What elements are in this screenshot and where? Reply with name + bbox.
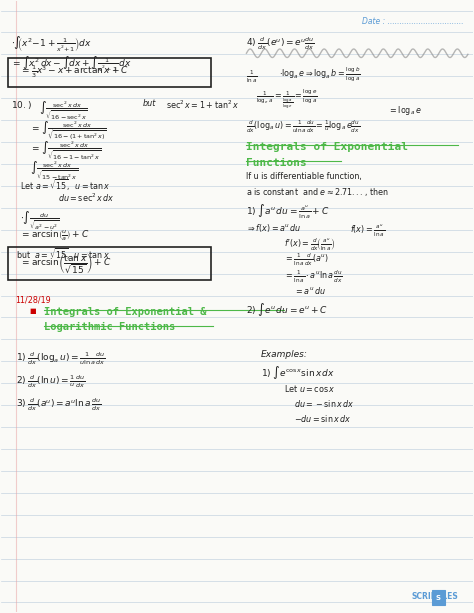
Text: $= \arcsin\!\left(\dfrac{\tan x}{\sqrt{15}}\right) + C$: $= \arcsin\!\left(\dfrac{\tan x}{\sqrt{1… xyxy=(20,252,112,275)
Text: $= a^u\,du$: $= a^u\,du$ xyxy=(293,285,326,296)
Text: $= \int\frac{\sec^2 x\,dx}{\sqrt{16-1-\tan^2 x}}$: $= \int\frac{\sec^2 x\,dx}{\sqrt{16-1-\t… xyxy=(30,139,101,162)
Text: $1)\;\int e^{\cos x}\sin x\,dx$: $1)\;\int e^{\cos x}\sin x\,dx$ xyxy=(261,365,335,381)
Text: $f'(x) = \frac{d}{dx}\!\left(\frac{a^u}{\ln a}\right)$: $f'(x) = \frac{d}{dx}\!\left(\frac{a^u}{… xyxy=(284,237,336,253)
Text: but: but xyxy=(143,99,156,108)
Text: $\frac{1}{\log_e a} = \frac{1}{\frac{\log a}{\log e}} = \frac{\log e}{\log a}$: $\frac{1}{\log_e a} = \frac{1}{\frac{\lo… xyxy=(256,88,318,112)
Text: $= \int\frac{\sec^2 x\,dx}{\sqrt{16-(1+\tan^2 x)}}$: $= \int\frac{\sec^2 x\,dx}{\sqrt{16-(1+\… xyxy=(30,118,106,142)
Text: a is constant  and $e \approx 2.71...$, then: a is constant and $e \approx 2.71...$, t… xyxy=(246,186,389,197)
Text: $2)\;\int e^u\,du = e^u + C$: $2)\;\int e^u\,du = e^u + C$ xyxy=(246,302,328,319)
Text: 11/28/19: 11/28/19 xyxy=(16,295,51,305)
Text: Let $a = \sqrt{15}$,  $u = \tan x$: Let $a = \sqrt{15}$, $u = \tan x$ xyxy=(20,177,111,192)
Text: $\cdot \log_a e \Rightarrow \log_a b = \frac{\log b}{\log a}$: $\cdot \log_a e \Rightarrow \log_a b = \… xyxy=(279,66,361,84)
Text: $1)\;\int a^u\,du = \frac{a^u}{\ln a} + C$: $1)\;\int a^u\,du = \frac{a^u}{\ln a} + … xyxy=(246,203,330,221)
Text: $du = -\sin x\,dx$: $du = -\sin x\,dx$ xyxy=(293,398,354,409)
Text: $= \frac{1}{\ln a}\frac{d}{dx}(a^u)$: $= \frac{1}{\ln a}\frac{d}{dx}(a^u)$ xyxy=(284,251,329,268)
Text: $\int\frac{\sec^2 x\,dx}{\sqrt{16-\sec^2 x}}$: $\int\frac{\sec^2 x\,dx}{\sqrt{16-\sec^2… xyxy=(39,99,88,122)
Text: Date : ................................: Date : ................................ xyxy=(362,17,463,26)
Text: If u is differentiable function,: If u is differentiable function, xyxy=(246,172,362,181)
Text: $= \int x^2\,dx - \int dx + \int \frac{1}{x^2+1}\,dx$: $= \int x^2\,dx - \int dx + \int \frac{1… xyxy=(11,55,132,74)
Text: Examples:: Examples: xyxy=(261,351,308,359)
Text: Integrals of Exponential: Integrals of Exponential xyxy=(246,142,409,152)
Text: SCRIBBLES: SCRIBBLES xyxy=(412,592,458,601)
Text: Integrals of Exponential &: Integrals of Exponential & xyxy=(44,306,206,316)
Text: $\cdot \int\frac{du}{\sqrt{a^2-u^2}}$: $\cdot \int\frac{du}{\sqrt{a^2-u^2}}$ xyxy=(20,209,60,232)
Text: $f(x) = \frac{a^u}{\ln a}$: $f(x) = \frac{a^u}{\ln a}$ xyxy=(350,223,385,238)
Text: $\frac{1}{\ln a}$: $\frac{1}{\ln a}$ xyxy=(246,69,258,85)
Text: $4)\;\frac{d}{dx}(e^u) = e^u\frac{du}{dx}$: $4)\;\frac{d}{dx}(e^u) = e^u\frac{du}{dx… xyxy=(246,35,315,51)
Text: Let $u = \cos x$: Let $u = \cos x$ xyxy=(284,383,336,394)
Text: $\int\frac{\sec^2 x\,dx}{\sqrt{15-\tan^2 x}}$: $\int\frac{\sec^2 x\,dx}{\sqrt{15-\tan^2… xyxy=(30,159,78,182)
Text: $10.)$: $10.)$ xyxy=(11,99,32,111)
Text: $= \arcsin\!\left(\frac{u}{a}\right) + C$: $= \arcsin\!\left(\frac{u}{a}\right) + C… xyxy=(20,229,90,242)
Text: $\cdot \int\!\!\left(x^2\!-\!1+\frac{1}{x^2\!+\!1}\right)dx$: $\cdot \int\!\!\left(x^2\!-\!1+\frac{1}{… xyxy=(11,35,91,54)
Text: Functions: Functions xyxy=(246,158,307,167)
Text: $= \frac{1}{\ln a}\cdot a^u \ln a\,\frac{du}{dx}$: $= \frac{1}{\ln a}\cdot a^u \ln a\,\frac… xyxy=(284,268,343,285)
Text: $\Rightarrow f(x) = a^u\,du$: $\Rightarrow f(x) = a^u\,du$ xyxy=(246,223,302,234)
Text: $2)\;\frac{d}{dx}(\ln u) = \frac{1}{u}\frac{du}{dx}$: $2)\;\frac{d}{dx}(\ln u) = \frac{1}{u}\f… xyxy=(16,374,85,390)
Text: but  $a = \sqrt{15}$,  $u = \tan x$: but $a = \sqrt{15}$, $u = \tan x$ xyxy=(16,246,109,262)
Text: $3)\;\frac{d}{dx}(a^u) = a^u \ln a\,\frac{du}{dx}$: $3)\;\frac{d}{dx}(a^u) = a^u \ln a\,\fra… xyxy=(16,397,101,413)
Text: Logarithmic Functions: Logarithmic Functions xyxy=(44,322,175,332)
FancyBboxPatch shape xyxy=(432,590,445,605)
Text: $\frac{d}{dx}(\log_a u) = \frac{1}{u\ln a}\frac{du}{dx} = \frac{1}{u}\log_a e\fr: $\frac{d}{dx}(\log_a u) = \frac{1}{u\ln … xyxy=(246,118,361,135)
Text: $= \frac{1}{3}x^3 - x + \arctan x + C$: $= \frac{1}{3}x^3 - x + \arctan x + C$ xyxy=(20,63,129,80)
Text: $\sec^2 x = 1 + \tan^2 x$: $\sec^2 x = 1 + \tan^2 x$ xyxy=(166,99,239,112)
Text: $= \log_a e$: $= \log_a e$ xyxy=(388,104,421,117)
Text: ■: ■ xyxy=(30,308,36,314)
Text: $1)\;\frac{d}{dx}(\log_a u) = \frac{1}{u\ln a}\frac{du}{dx}$: $1)\;\frac{d}{dx}(\log_a u) = \frac{1}{u… xyxy=(16,351,105,367)
Text: $-du = \sin x\,dx$: $-du = \sin x\,dx$ xyxy=(293,413,351,424)
Text: $du = \sec^2 x\,dx$: $du = \sec^2 x\,dx$ xyxy=(58,192,115,204)
Text: S: S xyxy=(436,595,441,601)
